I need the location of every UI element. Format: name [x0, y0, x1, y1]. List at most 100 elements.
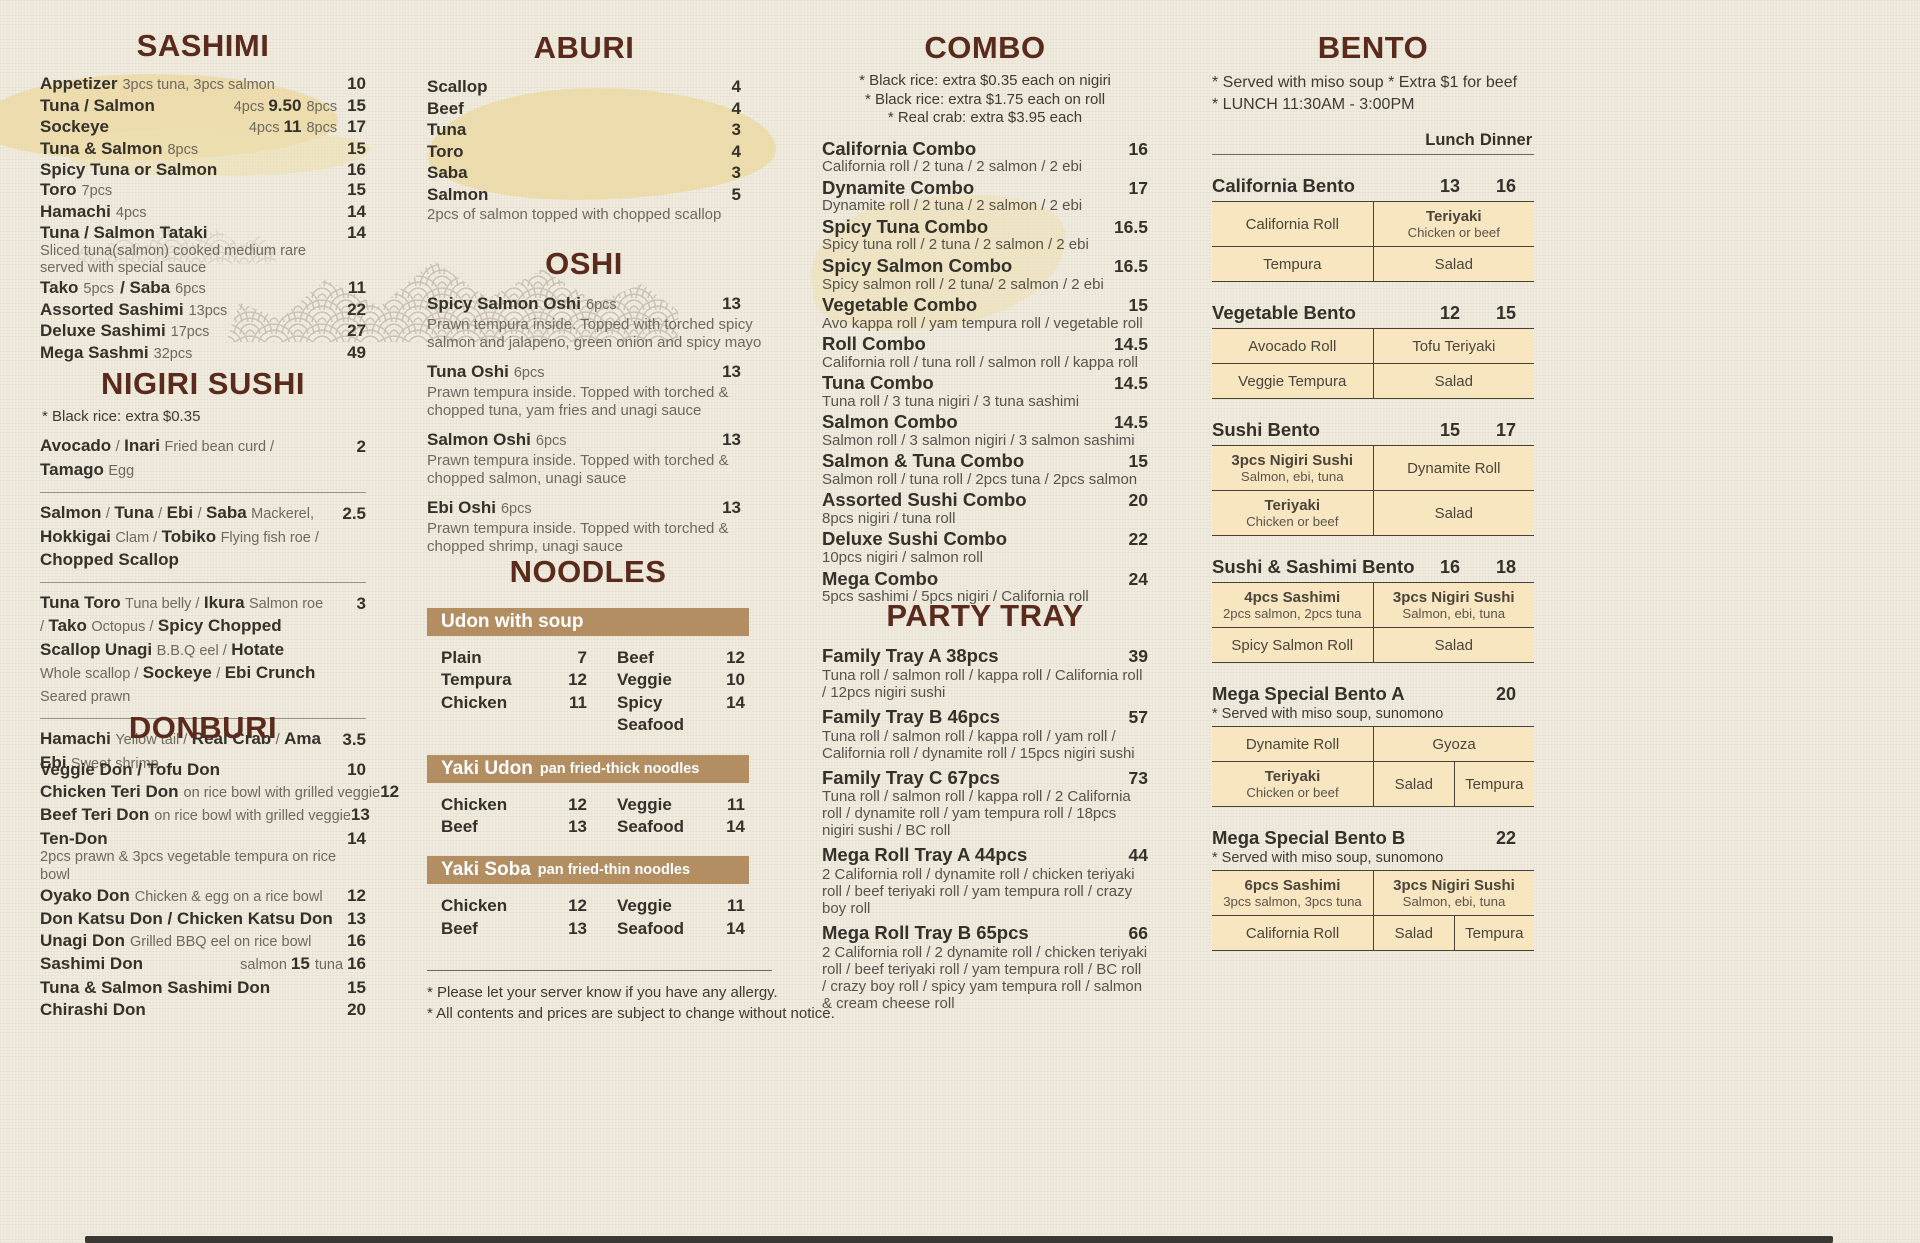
bento-card-sushi-sashimi: Sushi & Sashimi Bento 16 18 4pcs Sashimi…	[1212, 556, 1534, 663]
bento-cell: Gyoza	[1373, 727, 1534, 761]
item-description: Sliced tuna(salmon) cooked medium rare s…	[40, 242, 307, 277]
item-note: Tuna belly /	[125, 595, 200, 612]
page-bottom-edge	[85, 1236, 1833, 1243]
menu-item: Tuna Combo 14.5 Tuna roll / 3 tuna nigiri…	[822, 372, 1148, 411]
yellow-cloud-decor	[70, 128, 370, 176]
item-note: Yellow tail /	[115, 732, 188, 748]
item-note: 17pcs	[170, 324, 210, 341]
bento-cell: 3pcs Nigiri Sushi Salmon, ebi, tuna	[1373, 871, 1534, 915]
item-price: 16	[1128, 138, 1148, 159]
item-name: Chirashi Don	[40, 999, 146, 1019]
item-name: Beef Teri Don	[40, 805, 150, 825]
item-name: Ama Ebi	[40, 729, 321, 772]
section-note: * Black rice: extra $1.75 each on roll	[864, 90, 1106, 108]
item-price: 13	[722, 362, 741, 381]
bento-table: California Roll Teriyaki Chicken or beef …	[1212, 201, 1534, 282]
item-price: 13	[568, 817, 587, 837]
section-combo: COMBO * Black rice: extra $0.35 each on …	[822, 30, 1148, 608]
menu-item: Family Tray C 67pcs 73 Tuna roll / salmon…	[822, 767, 1148, 840]
bento-cell: Teriyaki Chicken or beef	[1372, 202, 1534, 246]
bento-cell: Salad	[1373, 762, 1454, 806]
item-name: Vegetable Bento	[1212, 302, 1356, 323]
item-separator: /	[216, 666, 221, 682]
item-name: Beef	[427, 98, 464, 118]
menu-item: Salmon & Tuna Combo 15 Salmon roll / tuna…	[822, 450, 1148, 489]
item-note: 6pcs	[500, 501, 532, 517]
item-name: Ebi Oshi	[427, 498, 496, 517]
item-name: Dynamite Combo	[822, 176, 975, 198]
item-name: Assorted Sushi Combo	[822, 489, 1027, 511]
item-price: 15	[347, 95, 366, 115]
item-price: 7	[577, 648, 587, 667]
item-name: Tuna Oshi	[427, 362, 509, 381]
menu-item: Mega Roll Tray B 65pcs 66 2 California ro…	[822, 922, 1148, 1012]
group-price: 3	[356, 593, 366, 613]
item-price: 4	[731, 141, 741, 161]
section-bento: BENTO * Served with miso soup * Extra $1…	[1212, 30, 1534, 951]
item-price: 11	[283, 117, 302, 137]
item-description: Tuna roll / salmon roll / kappa roll / C…	[822, 666, 1143, 701]
item-name: Toro	[427, 141, 464, 161]
bento-cell: Tofu Teriyaki	[1372, 329, 1534, 363]
bento-table: 6pcs Sashimi 3pcs salmon, 3pcs tuna 3pcs …	[1212, 870, 1534, 951]
item-price: 13	[347, 909, 366, 929]
item-note: Flying fish roe /	[220, 529, 319, 546]
menu-item: Salmon Oshi 6pcs 13 Prawn tempura inside…	[427, 429, 775, 488]
item-price: 11	[569, 692, 587, 712]
item-price: 12	[568, 794, 587, 814]
item-name: Beef	[441, 918, 478, 938]
noodle-banner-yaki-udon: Yaki Udon pan fried-thick noodles	[427, 754, 749, 783]
item-name: Hamachi	[40, 729, 111, 748]
bento-cell: Salad	[1372, 491, 1534, 535]
item-price: 73	[1128, 767, 1148, 788]
yellow-cloud-decor	[428, 88, 776, 200]
bento-cell: 6pcs Sashimi 3pcs salmon, 3pcs tuna	[1212, 871, 1373, 915]
item-description: 2 California roll / dynamite roll / chic…	[822, 866, 1135, 918]
lunch-column-label: Lunch	[1425, 131, 1475, 149]
bento-table: Avocado Roll Tofu Teriyaki Veggie Tempur…	[1212, 328, 1534, 399]
bento-cell: 3pcs Nigiri Sushi Salmon, ebi, tuna	[1212, 446, 1373, 490]
menu-item: Mega Sashmi 32pcs 49	[40, 343, 366, 365]
menu-item: California Combo 16 California roll / 2 t…	[822, 138, 1148, 177]
item-price: 5	[731, 184, 741, 204]
item-name: Spicy Seafood	[617, 692, 685, 735]
item-price: 12	[347, 885, 366, 905]
item-name: Saba	[427, 163, 468, 183]
noodle-banner-yaki-soba: Yaki Soba pan fried-thin noodles	[427, 856, 749, 885]
item-name: Don Katsu Don / Chicken Katsu Don	[40, 909, 333, 929]
item-price: 14	[726, 918, 745, 938]
item-name: Tuna & Salmon Sashimi Don	[40, 977, 271, 997]
item-note: B.B.Q eel /	[156, 642, 227, 659]
menu-item: Roll Combo 14.5 California roll / tuna ro…	[822, 333, 1148, 372]
item-price: 15	[347, 179, 366, 199]
item-name: Deluxe Sushi Combo	[822, 528, 1008, 550]
menu-item: Deluxe Sushi Combo 22 10pcs nigiri / salm…	[822, 529, 1148, 567]
section-title-party-tray: PARTY TRAY	[886, 598, 1084, 633]
menu-item: Spicy Salmon Combo 16.5 Spicy salmon roll…	[822, 255, 1148, 294]
item-name: Sockeye	[40, 117, 109, 137]
menu-item: Tako 5pcs / Saba 6pcs 11	[40, 278, 366, 300]
item-note: Sweet shrimp	[70, 755, 159, 772]
item-name: Tako	[48, 616, 87, 635]
bento-cell: Tempura	[1212, 247, 1373, 281]
item-price: 17	[347, 117, 366, 137]
item-price: 66	[1128, 923, 1148, 944]
item-price: 9.50	[268, 95, 302, 115]
item-name: Tuna Combo	[822, 372, 934, 394]
section-title-combo: COMBO	[924, 30, 1046, 65]
menu-item: Oyako Don Chicken & egg on a rice bowl 1…	[40, 885, 366, 909]
menu-item: Tuna & Salmon Sashimi Don 15	[40, 977, 366, 999]
item-price: 4	[731, 77, 741, 96]
item-note: 6pcs	[535, 433, 567, 449]
item-name: Veggie Don / Tofu Don	[40, 760, 221, 779]
bento-table: 4pcs Sashimi 2pcs salmon, 2pcs tuna 3pcs …	[1212, 582, 1534, 663]
section-note: * Black rice: extra $0.35	[42, 408, 201, 425]
noodle-row: Tempura 12 Veggie 10	[441, 669, 745, 691]
dinner-price: 16	[1495, 176, 1517, 196]
item-price: 14.5	[1113, 333, 1148, 354]
lunch-dinner-header: Lunch Dinner	[1212, 131, 1534, 155]
menu-item: Toro 4	[427, 141, 741, 163]
bento-card-mega-a: Mega Special Bento A 20 * Served with mi…	[1212, 683, 1534, 807]
item-name: Ebi Crunch	[224, 663, 316, 682]
item-name: Salmon Combo	[822, 411, 958, 433]
